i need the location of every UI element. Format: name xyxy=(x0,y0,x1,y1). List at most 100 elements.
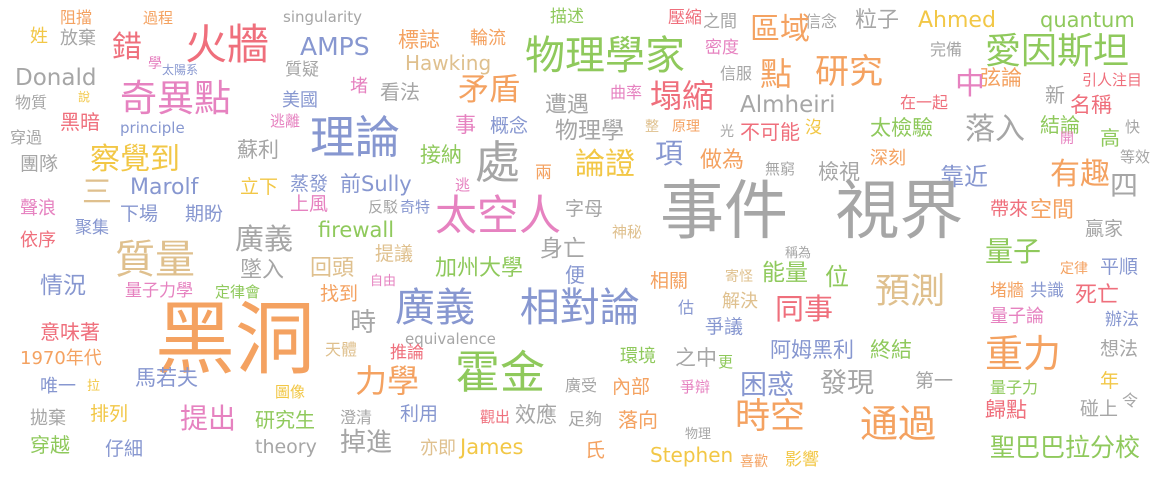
word-cloud-term: 之中 xyxy=(675,346,717,370)
word-cloud-term: 整 xyxy=(645,119,659,135)
word-cloud-term: 依序 xyxy=(20,230,56,251)
word-cloud-term: 團隊 xyxy=(20,153,59,175)
word-cloud-term: 不可能 xyxy=(740,120,800,144)
word-cloud-term: 內部 xyxy=(612,376,651,398)
word-cloud-term: Marolf xyxy=(130,175,199,200)
word-cloud-term: 沒 xyxy=(805,118,822,138)
word-cloud-term: 量子 xyxy=(985,235,1042,268)
word-cloud-term: 寄怪 xyxy=(725,269,753,285)
word-cloud-term: 更 xyxy=(718,353,734,371)
word-cloud-term: 共識 xyxy=(1030,281,1064,301)
word-cloud-term: 歸點 xyxy=(985,398,1027,422)
word-cloud-term: 深刻 xyxy=(870,148,906,169)
word-cloud-term: 黑暗 xyxy=(60,110,100,134)
word-cloud-term: 提出 xyxy=(180,402,237,435)
word-cloud-term: 加州大學 xyxy=(435,256,524,281)
word-cloud-term: 學 xyxy=(148,56,162,72)
word-cloud-term: 光 xyxy=(720,124,734,140)
word-cloud-term: 事 xyxy=(455,113,476,137)
word-cloud-term: 做為 xyxy=(700,148,745,173)
word-cloud-term: 力學 xyxy=(355,362,420,400)
word-cloud-term: 神秘 xyxy=(612,223,643,241)
word-cloud-term: 蘇利 xyxy=(237,138,279,162)
word-cloud-term: 時空 xyxy=(735,397,806,437)
word-cloud-term: 錯 xyxy=(112,30,142,65)
word-cloud-term: 掉進 xyxy=(340,428,393,458)
word-cloud-term: 碰上 xyxy=(1080,398,1119,420)
word-cloud-term: firewall xyxy=(318,218,395,242)
word-cloud-term: 完備 xyxy=(930,40,963,59)
word-cloud-term: 帶來 xyxy=(990,198,1029,220)
word-cloud-term: 估 xyxy=(678,298,695,317)
word-cloud-term: 奇特 xyxy=(400,198,431,216)
word-cloud-term: 發現 xyxy=(820,368,874,399)
word-cloud-term: 廣受 xyxy=(565,376,598,395)
word-cloud-term: 質疑 xyxy=(285,60,319,80)
word-cloud-term: 贏家 xyxy=(1085,218,1124,240)
word-cloud-term: 四 xyxy=(1110,169,1139,202)
word-cloud-term: 點 xyxy=(760,55,793,93)
word-cloud-term: 塌縮 xyxy=(650,77,715,115)
word-cloud-term: 開 xyxy=(1060,131,1074,147)
word-cloud-term: 快 xyxy=(1125,118,1141,136)
word-cloud-term: 有趣 xyxy=(1050,157,1110,192)
word-cloud-term: 中 xyxy=(955,67,985,102)
word-cloud-term: 物理學 xyxy=(555,118,624,144)
word-cloud-term: 弦論 xyxy=(980,66,1022,90)
word-cloud-term: 量子力學 xyxy=(125,281,193,301)
word-cloud-term: 穿過 xyxy=(10,128,43,147)
word-cloud-term: 概念 xyxy=(490,115,529,137)
word-cloud-term: 令 xyxy=(1122,391,1139,410)
word-cloud-term: 引人注目 xyxy=(1082,71,1143,89)
word-cloud-term: 靠近 xyxy=(940,163,988,191)
word-cloud-term: 足夠 xyxy=(568,410,602,430)
word-cloud-term: 終結 xyxy=(870,338,912,362)
word-cloud-term: 字母 xyxy=(565,198,604,220)
word-cloud-term: 物理 xyxy=(685,427,712,442)
word-cloud-term: 澄清 xyxy=(340,408,373,427)
word-cloud-term: singularity xyxy=(283,8,362,26)
word-cloud-term: 排列 xyxy=(90,403,129,425)
word-cloud-term: 利用 xyxy=(400,403,439,425)
word-cloud-term: 上風 xyxy=(290,193,329,215)
word-cloud-term: 等效 xyxy=(1120,148,1151,166)
word-cloud-term: 量子力 xyxy=(990,378,1039,397)
word-cloud-term: 理論 xyxy=(310,111,401,164)
word-cloud-term: 論證 xyxy=(575,147,635,182)
word-cloud-term: 研究 xyxy=(815,52,883,92)
word-cloud-term: 聚集 xyxy=(75,218,109,238)
word-cloud-term: 三 xyxy=(82,175,112,210)
word-cloud-term: 廣義 相對論 xyxy=(395,285,640,331)
word-cloud-term: 堵牆 xyxy=(990,281,1024,301)
word-cloud-term: 壓縮 xyxy=(668,8,702,28)
word-cloud-term: 說 xyxy=(78,90,91,104)
word-cloud-term: 物質 xyxy=(15,93,48,112)
word-cloud-term: 穿越 xyxy=(30,433,70,457)
word-cloud-term: 亦即 xyxy=(420,438,456,459)
word-cloud-term: 粒子 xyxy=(855,8,900,33)
word-cloud-term: 逃離 xyxy=(270,112,301,130)
word-cloud-term: 太空人 xyxy=(435,191,562,240)
word-cloud-term: 火牆 xyxy=(185,20,270,69)
word-cloud-term: 便 xyxy=(565,263,585,287)
word-cloud-term: 唯一 xyxy=(40,376,76,397)
word-cloud-term: 信念 xyxy=(805,12,838,31)
word-cloud-term: 聲浪 xyxy=(20,198,56,219)
word-cloud-term: 提議 xyxy=(375,243,414,265)
word-cloud-term: 天體 xyxy=(325,340,358,359)
word-cloud-term: principle xyxy=(120,119,185,137)
word-cloud-term: 喜歡 xyxy=(740,454,768,470)
word-cloud-term: 找到 xyxy=(320,283,359,305)
word-cloud-term: 曲率 xyxy=(610,83,643,102)
word-cloud-term: 期盼 xyxy=(185,203,224,225)
word-cloud-term: 觀出 xyxy=(480,408,511,426)
word-cloud-term: 拉 xyxy=(87,379,101,394)
word-cloud-term: 困惑 xyxy=(740,370,794,401)
word-cloud-term: Donald xyxy=(15,65,97,91)
word-cloud-term: quantum xyxy=(1040,8,1135,32)
word-cloud-term: 重力 xyxy=(985,332,1062,376)
word-cloud-term: 堵 xyxy=(350,76,368,97)
word-cloud-term: 身亡 xyxy=(540,236,586,262)
word-cloud-term: 意味著 xyxy=(40,320,100,344)
